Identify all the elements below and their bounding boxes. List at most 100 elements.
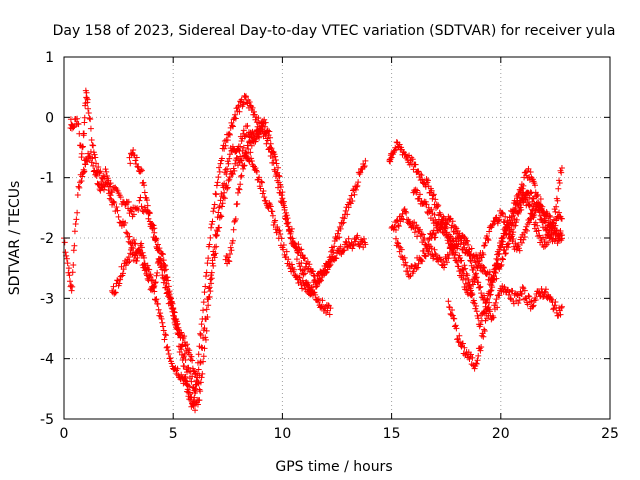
data-point <box>149 221 156 228</box>
data-point <box>465 249 472 256</box>
data-point <box>226 130 233 137</box>
data-point <box>516 296 523 303</box>
data-point <box>81 168 88 175</box>
data-point <box>216 214 223 221</box>
data-point <box>168 298 175 305</box>
data-point <box>160 260 167 267</box>
data-point <box>210 208 217 215</box>
y-tick-label: -4 <box>40 352 54 368</box>
data-point <box>360 235 367 242</box>
data-point <box>272 168 279 175</box>
data-point <box>261 116 268 123</box>
data-point <box>219 200 226 207</box>
data-point <box>202 273 209 280</box>
data-point <box>138 167 145 174</box>
data-point <box>526 219 533 226</box>
data-point <box>416 226 423 233</box>
data-point <box>323 268 330 275</box>
data-point <box>429 231 436 238</box>
data-point <box>138 166 145 173</box>
data-point <box>277 184 284 190</box>
data-point <box>203 269 210 276</box>
data-point <box>490 273 497 280</box>
data-point <box>153 235 160 242</box>
data-point <box>556 209 563 216</box>
data-point <box>262 119 269 126</box>
data-point <box>411 229 418 236</box>
data-point <box>410 268 417 275</box>
data-point <box>148 277 155 284</box>
data-point <box>453 325 460 332</box>
data-point <box>308 290 315 297</box>
data-point <box>215 174 222 181</box>
data-point <box>178 371 185 378</box>
data-point <box>211 244 218 251</box>
data-point <box>151 288 158 295</box>
data-point <box>452 224 459 231</box>
data-point <box>470 264 477 271</box>
data-point <box>532 219 539 226</box>
data-point <box>429 195 436 202</box>
data-point <box>449 218 456 225</box>
series-track-d <box>126 123 369 395</box>
data-point <box>64 260 71 267</box>
data-point <box>558 215 565 222</box>
data-point <box>192 407 199 414</box>
data-point <box>319 297 326 304</box>
data-point <box>189 373 196 380</box>
data-point <box>92 154 99 161</box>
data-point <box>146 210 153 217</box>
data-point <box>88 136 95 143</box>
data-point <box>83 89 90 96</box>
data-point <box>232 160 239 167</box>
data-point <box>534 222 541 229</box>
data-point <box>97 187 104 194</box>
data-point <box>462 286 469 293</box>
data-point <box>430 192 437 199</box>
data-point <box>245 139 252 146</box>
data-point <box>283 248 290 255</box>
data-point <box>451 244 458 251</box>
data-point <box>526 202 533 209</box>
data-point <box>231 114 238 121</box>
data-point <box>532 182 539 189</box>
data-point <box>272 217 279 224</box>
data-point <box>504 241 511 248</box>
data-point <box>145 215 152 222</box>
data-point <box>198 321 205 328</box>
data-point <box>464 238 471 245</box>
data-point <box>430 230 437 237</box>
data-point <box>301 255 308 262</box>
data-point <box>229 123 236 130</box>
data-point <box>296 274 303 281</box>
data-point <box>195 351 202 358</box>
data-point <box>205 296 212 303</box>
data-point <box>355 179 362 186</box>
data-point <box>423 201 430 208</box>
data-point <box>192 371 199 378</box>
data-point <box>223 171 230 178</box>
data-point <box>196 397 203 404</box>
data-point <box>162 332 169 339</box>
data-point <box>391 147 398 154</box>
data-point <box>285 256 292 263</box>
data-point <box>253 168 260 175</box>
data-point <box>185 364 192 371</box>
data-point <box>270 222 277 229</box>
data-point <box>133 257 140 264</box>
data-point <box>111 199 118 206</box>
data-point <box>525 201 532 208</box>
data-point <box>354 182 361 189</box>
data-point <box>459 276 466 283</box>
data-point <box>229 143 236 150</box>
data-point <box>120 266 127 273</box>
data-point <box>163 280 170 287</box>
data-point <box>492 214 499 221</box>
data-point <box>300 271 307 278</box>
data-point <box>432 234 439 241</box>
data-point <box>177 334 184 341</box>
data-point <box>416 171 423 178</box>
data-point <box>450 228 457 235</box>
data-point <box>331 243 338 250</box>
